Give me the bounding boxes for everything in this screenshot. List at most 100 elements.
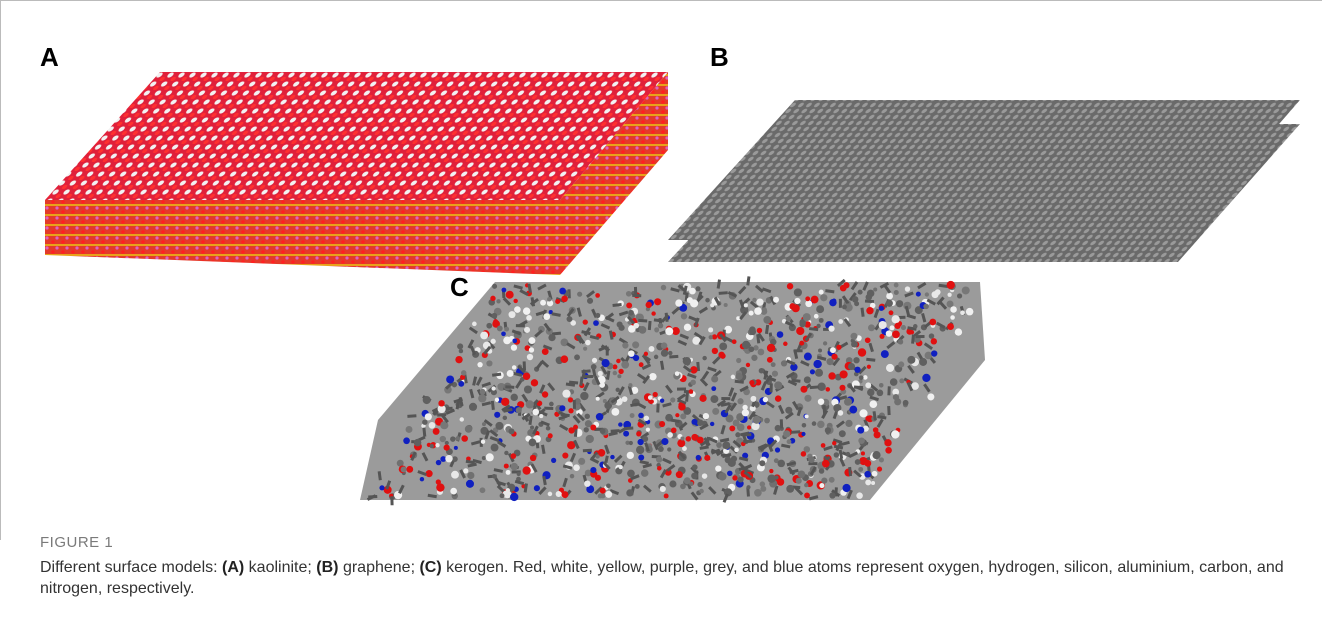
atom xyxy=(559,405,565,411)
atom xyxy=(960,310,965,315)
atom xyxy=(474,377,476,386)
atom xyxy=(501,331,506,336)
atom xyxy=(689,389,694,394)
atom xyxy=(955,328,962,335)
atom xyxy=(823,341,827,345)
atom xyxy=(677,439,685,447)
atom xyxy=(626,489,633,496)
atom xyxy=(482,422,486,426)
atom xyxy=(773,297,779,303)
atom xyxy=(746,485,750,489)
atom xyxy=(492,284,497,289)
atom xyxy=(892,315,900,323)
atom xyxy=(440,456,446,462)
atom xyxy=(612,364,617,369)
atom xyxy=(754,489,762,497)
atom xyxy=(758,334,759,343)
atom xyxy=(697,419,704,426)
atom xyxy=(727,471,732,476)
atom xyxy=(646,302,652,308)
atom xyxy=(829,492,835,498)
atom xyxy=(636,431,641,436)
atom xyxy=(735,381,744,382)
atom xyxy=(857,427,864,434)
atom xyxy=(886,364,894,372)
atom xyxy=(556,491,562,497)
atom xyxy=(839,430,846,437)
atom xyxy=(736,373,743,380)
atom xyxy=(705,298,710,303)
atom xyxy=(931,350,937,356)
atom xyxy=(842,305,847,310)
atom xyxy=(719,342,727,350)
atom xyxy=(722,454,731,456)
atom xyxy=(529,347,534,352)
atom xyxy=(753,416,761,424)
atom xyxy=(873,427,879,433)
atom xyxy=(881,350,889,358)
atom xyxy=(866,307,873,314)
atom xyxy=(468,464,477,466)
caption-text: Different surface models: xyxy=(40,559,222,576)
atom xyxy=(495,422,503,430)
atom xyxy=(859,375,864,380)
atom xyxy=(687,297,693,303)
atom xyxy=(532,409,539,416)
atom xyxy=(446,376,454,384)
atom xyxy=(771,362,776,367)
atom xyxy=(763,397,768,402)
atom xyxy=(819,318,824,323)
atom xyxy=(923,304,929,310)
atom xyxy=(919,358,927,366)
atom xyxy=(429,422,436,429)
atom xyxy=(583,347,587,351)
atom xyxy=(530,416,531,425)
atom xyxy=(742,409,749,416)
atom xyxy=(511,344,517,350)
atom xyxy=(671,427,677,433)
atom xyxy=(850,467,851,476)
atom xyxy=(461,370,467,376)
atom xyxy=(651,311,655,315)
atom xyxy=(587,298,593,304)
atom xyxy=(781,445,790,447)
atom xyxy=(702,473,707,478)
atom xyxy=(702,356,706,360)
atom xyxy=(658,446,664,452)
atom xyxy=(896,300,903,307)
atom xyxy=(568,427,574,433)
atom xyxy=(544,476,546,485)
atom xyxy=(927,393,934,400)
atom xyxy=(838,319,843,324)
atom xyxy=(670,397,675,402)
atom xyxy=(697,437,704,444)
atom xyxy=(529,439,537,447)
atom xyxy=(648,395,653,400)
atom xyxy=(641,469,649,477)
atom xyxy=(893,394,899,400)
panel-label: B xyxy=(710,42,729,72)
atom xyxy=(885,447,892,454)
atom xyxy=(505,387,514,388)
atom xyxy=(864,471,871,478)
atom xyxy=(879,334,884,339)
atom xyxy=(855,459,861,465)
atom xyxy=(777,478,785,486)
atom xyxy=(472,322,477,327)
atom xyxy=(710,303,714,307)
atom xyxy=(430,444,434,448)
atom xyxy=(731,375,735,379)
atom xyxy=(616,388,620,392)
atom xyxy=(570,474,574,478)
atom xyxy=(654,320,663,321)
atom xyxy=(720,439,729,441)
atom xyxy=(460,417,464,421)
atom xyxy=(879,321,887,329)
atom xyxy=(584,427,589,432)
atom xyxy=(799,321,805,327)
atom xyxy=(692,464,698,470)
atom xyxy=(644,416,649,421)
atom xyxy=(746,363,750,367)
atom xyxy=(517,472,521,476)
atom xyxy=(595,313,600,318)
